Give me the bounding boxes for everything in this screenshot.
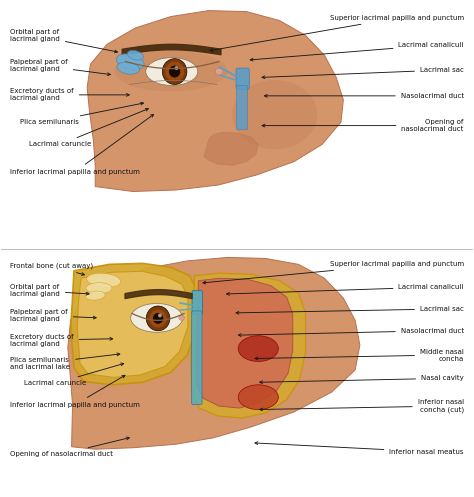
FancyBboxPatch shape xyxy=(192,291,202,315)
Ellipse shape xyxy=(131,304,182,332)
Text: Lacrimal sac: Lacrimal sac xyxy=(262,67,464,79)
Text: Inferior nasal
concha (cut): Inferior nasal concha (cut) xyxy=(260,400,464,413)
FancyBboxPatch shape xyxy=(237,85,247,130)
Text: Inferior nasal meatus: Inferior nasal meatus xyxy=(255,442,464,455)
Ellipse shape xyxy=(179,316,184,321)
Text: Plica semilunaris
and lacrimal lake: Plica semilunaris and lacrimal lake xyxy=(10,353,120,370)
Text: Lacrimal caruncle: Lacrimal caruncle xyxy=(24,363,124,386)
Text: Nasolacrimal duct: Nasolacrimal duct xyxy=(238,328,464,336)
Polygon shape xyxy=(71,263,197,385)
Text: Lacrimal caruncle: Lacrimal caruncle xyxy=(29,108,148,148)
Text: Opening of
nasolacrimal duct: Opening of nasolacrimal duct xyxy=(262,119,464,132)
Circle shape xyxy=(169,66,180,78)
Polygon shape xyxy=(204,132,258,165)
Text: Plica semilunaris: Plica semilunaris xyxy=(19,102,144,125)
Circle shape xyxy=(162,59,187,84)
Polygon shape xyxy=(196,278,293,408)
Text: Lacrimal canaliculi: Lacrimal canaliculi xyxy=(227,284,464,295)
Text: Frontal bone (cut away): Frontal bone (cut away) xyxy=(10,262,93,275)
Polygon shape xyxy=(68,257,360,449)
Ellipse shape xyxy=(116,54,144,70)
Text: Orbital part of
lacrimal gland: Orbital part of lacrimal gland xyxy=(10,284,89,297)
Ellipse shape xyxy=(85,291,105,300)
Text: Opening of nasolacrimal duct: Opening of nasolacrimal duct xyxy=(10,437,129,457)
Text: Inferior lacrimal papilla and punctum: Inferior lacrimal papilla and punctum xyxy=(10,114,154,174)
Circle shape xyxy=(153,313,163,324)
Text: Nasal cavity: Nasal cavity xyxy=(260,375,464,384)
Polygon shape xyxy=(87,10,343,191)
Text: Nasolacrimal duct: Nasolacrimal duct xyxy=(264,93,464,99)
Ellipse shape xyxy=(232,80,318,150)
Circle shape xyxy=(150,310,166,328)
Polygon shape xyxy=(146,58,198,85)
Text: Middle nasal
concha: Middle nasal concha xyxy=(255,348,464,361)
Ellipse shape xyxy=(114,51,228,91)
Text: Palpebral part of
lacrimal gland: Palpebral part of lacrimal gland xyxy=(10,309,96,322)
Polygon shape xyxy=(191,273,306,418)
Text: Lacrimal sac: Lacrimal sac xyxy=(236,306,464,314)
FancyBboxPatch shape xyxy=(236,68,249,89)
Text: Orbital part of
lacrimal gland: Orbital part of lacrimal gland xyxy=(10,29,118,53)
Text: Superior lacrimal papilla and punctum: Superior lacrimal papilla and punctum xyxy=(203,261,464,284)
Circle shape xyxy=(158,314,162,318)
Text: Excretory ducts of
lacrimal gland: Excretory ducts of lacrimal gland xyxy=(10,88,129,101)
Circle shape xyxy=(174,66,178,70)
Text: Superior lacrimal papilla and punctum: Superior lacrimal papilla and punctum xyxy=(210,15,464,52)
Text: Lacrimal canaliculi: Lacrimal canaliculi xyxy=(250,42,464,61)
Ellipse shape xyxy=(215,68,223,75)
Text: Palpebral part of
lacrimal gland: Palpebral part of lacrimal gland xyxy=(10,59,110,76)
Ellipse shape xyxy=(87,273,121,287)
Ellipse shape xyxy=(238,336,278,361)
Text: Inferior lacrimal papilla and punctum: Inferior lacrimal papilla and punctum xyxy=(10,375,140,408)
Text: Excretory ducts of
lacrimal gland: Excretory ducts of lacrimal gland xyxy=(10,333,113,347)
Circle shape xyxy=(165,62,184,82)
Ellipse shape xyxy=(117,62,139,74)
Ellipse shape xyxy=(238,385,278,410)
Ellipse shape xyxy=(86,283,112,294)
Ellipse shape xyxy=(128,50,144,60)
FancyBboxPatch shape xyxy=(191,311,202,405)
Polygon shape xyxy=(77,271,188,377)
Circle shape xyxy=(146,306,170,331)
